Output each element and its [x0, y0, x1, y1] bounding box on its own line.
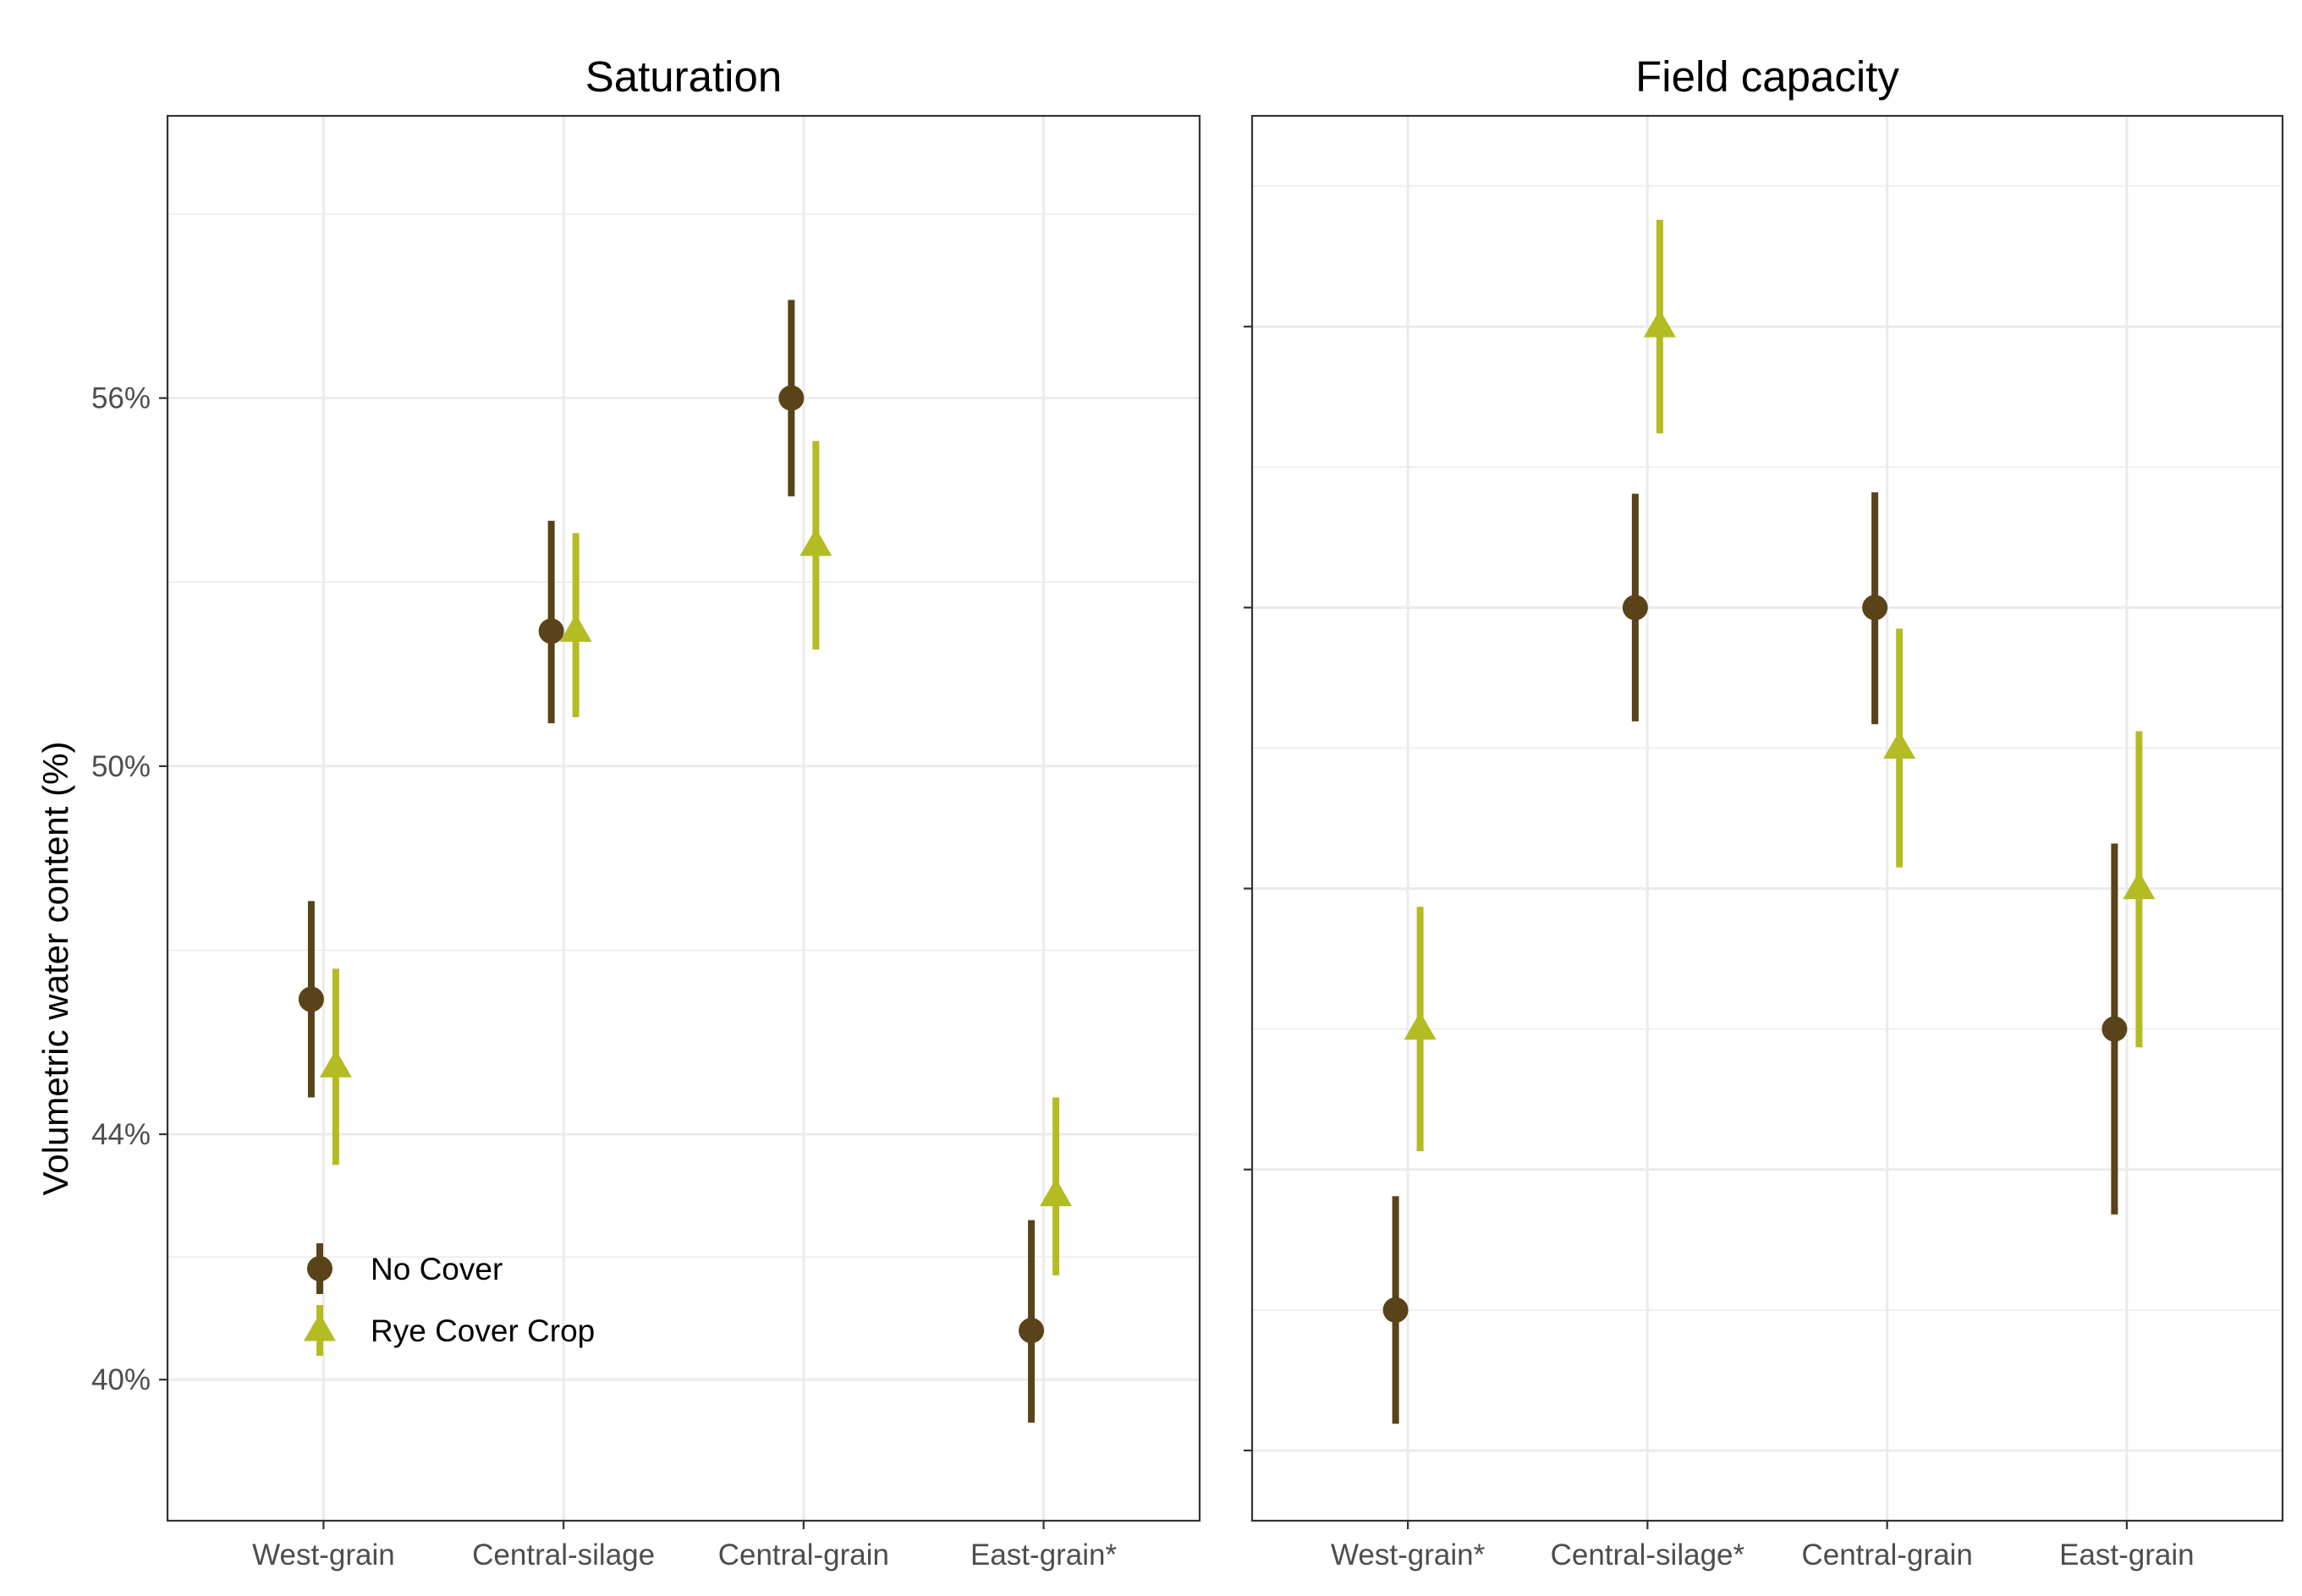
data-point-triangle — [799, 528, 832, 557]
x-tick-label: Central-silage — [472, 1538, 655, 1571]
data-point-circle — [778, 385, 805, 411]
legend-item-no-cover: No Cover — [307, 1243, 503, 1294]
chart-panels: Saturation 40% 44% 50% 56% West-grain Central-… — [91, 52, 2284, 1571]
x-tick-label: Central-grain — [1801, 1538, 1972, 1571]
legend-circle-icon — [307, 1256, 332, 1281]
y-tick-label: 56% — [91, 382, 151, 415]
x-tick-label: West-grain — [252, 1538, 395, 1571]
x-tick-label: Central-silage* — [1551, 1538, 1745, 1571]
y-tick-label: 50% — [91, 750, 151, 783]
data-point-circle — [538, 618, 564, 644]
data-point-circle — [1382, 1297, 1409, 1323]
y-tick-label: 44% — [91, 1118, 151, 1151]
data-point-triangle — [1643, 309, 1676, 337]
panel-border — [1250, 114, 2284, 1522]
data-point-triangle — [1883, 730, 1916, 759]
data-point-circle — [1862, 595, 1888, 621]
series-no-cover — [1382, 492, 2128, 1424]
panel-border — [166, 114, 1201, 1522]
data-point-circle — [298, 986, 324, 1012]
data-point-triangle — [319, 1049, 352, 1078]
legend: No Cover Rye Cover Crop — [304, 1243, 595, 1356]
legend-item-rye-cover-crop: Rye Cover Crop — [304, 1305, 595, 1356]
panel-title: Saturation — [585, 52, 783, 101]
data-point-triangle — [1040, 1178, 1073, 1207]
panel-saturation: Saturation 40% 44% 50% 56% West-grain Central-… — [91, 52, 1201, 1571]
x-tick-label: East-grain — [2059, 1538, 2195, 1571]
data-point-triangle — [559, 613, 592, 642]
data-point-circle — [1622, 595, 1648, 621]
x-tick-label: Central-grain — [718, 1538, 889, 1571]
data-point-triangle — [1404, 1012, 1437, 1040]
series-no-cover — [298, 299, 1045, 1423]
legend-label: Rye Cover Crop — [371, 1314, 595, 1348]
legend-triangle-icon — [304, 1313, 336, 1341]
series-rye-cover-crop — [1404, 219, 2156, 1152]
panel-title: Field capacity — [1635, 52, 1899, 101]
legend-label: No Cover — [371, 1252, 503, 1286]
x-tick-label: East-grain* — [970, 1538, 1118, 1571]
panel-field-capacity: Field capacity West-grain* Central-silage*… — [1244, 52, 2284, 1571]
data-point-circle — [1019, 1318, 1045, 1344]
data-point-circle — [2101, 1016, 2128, 1042]
y-axis-title: Volumetric water content (%) — [36, 742, 75, 1196]
data-point-triangle — [2123, 871, 2156, 900]
y-tick-label: 40% — [91, 1363, 151, 1396]
series-rye-cover-crop — [319, 441, 1073, 1275]
x-tick-label: West-grain* — [1331, 1538, 1486, 1571]
